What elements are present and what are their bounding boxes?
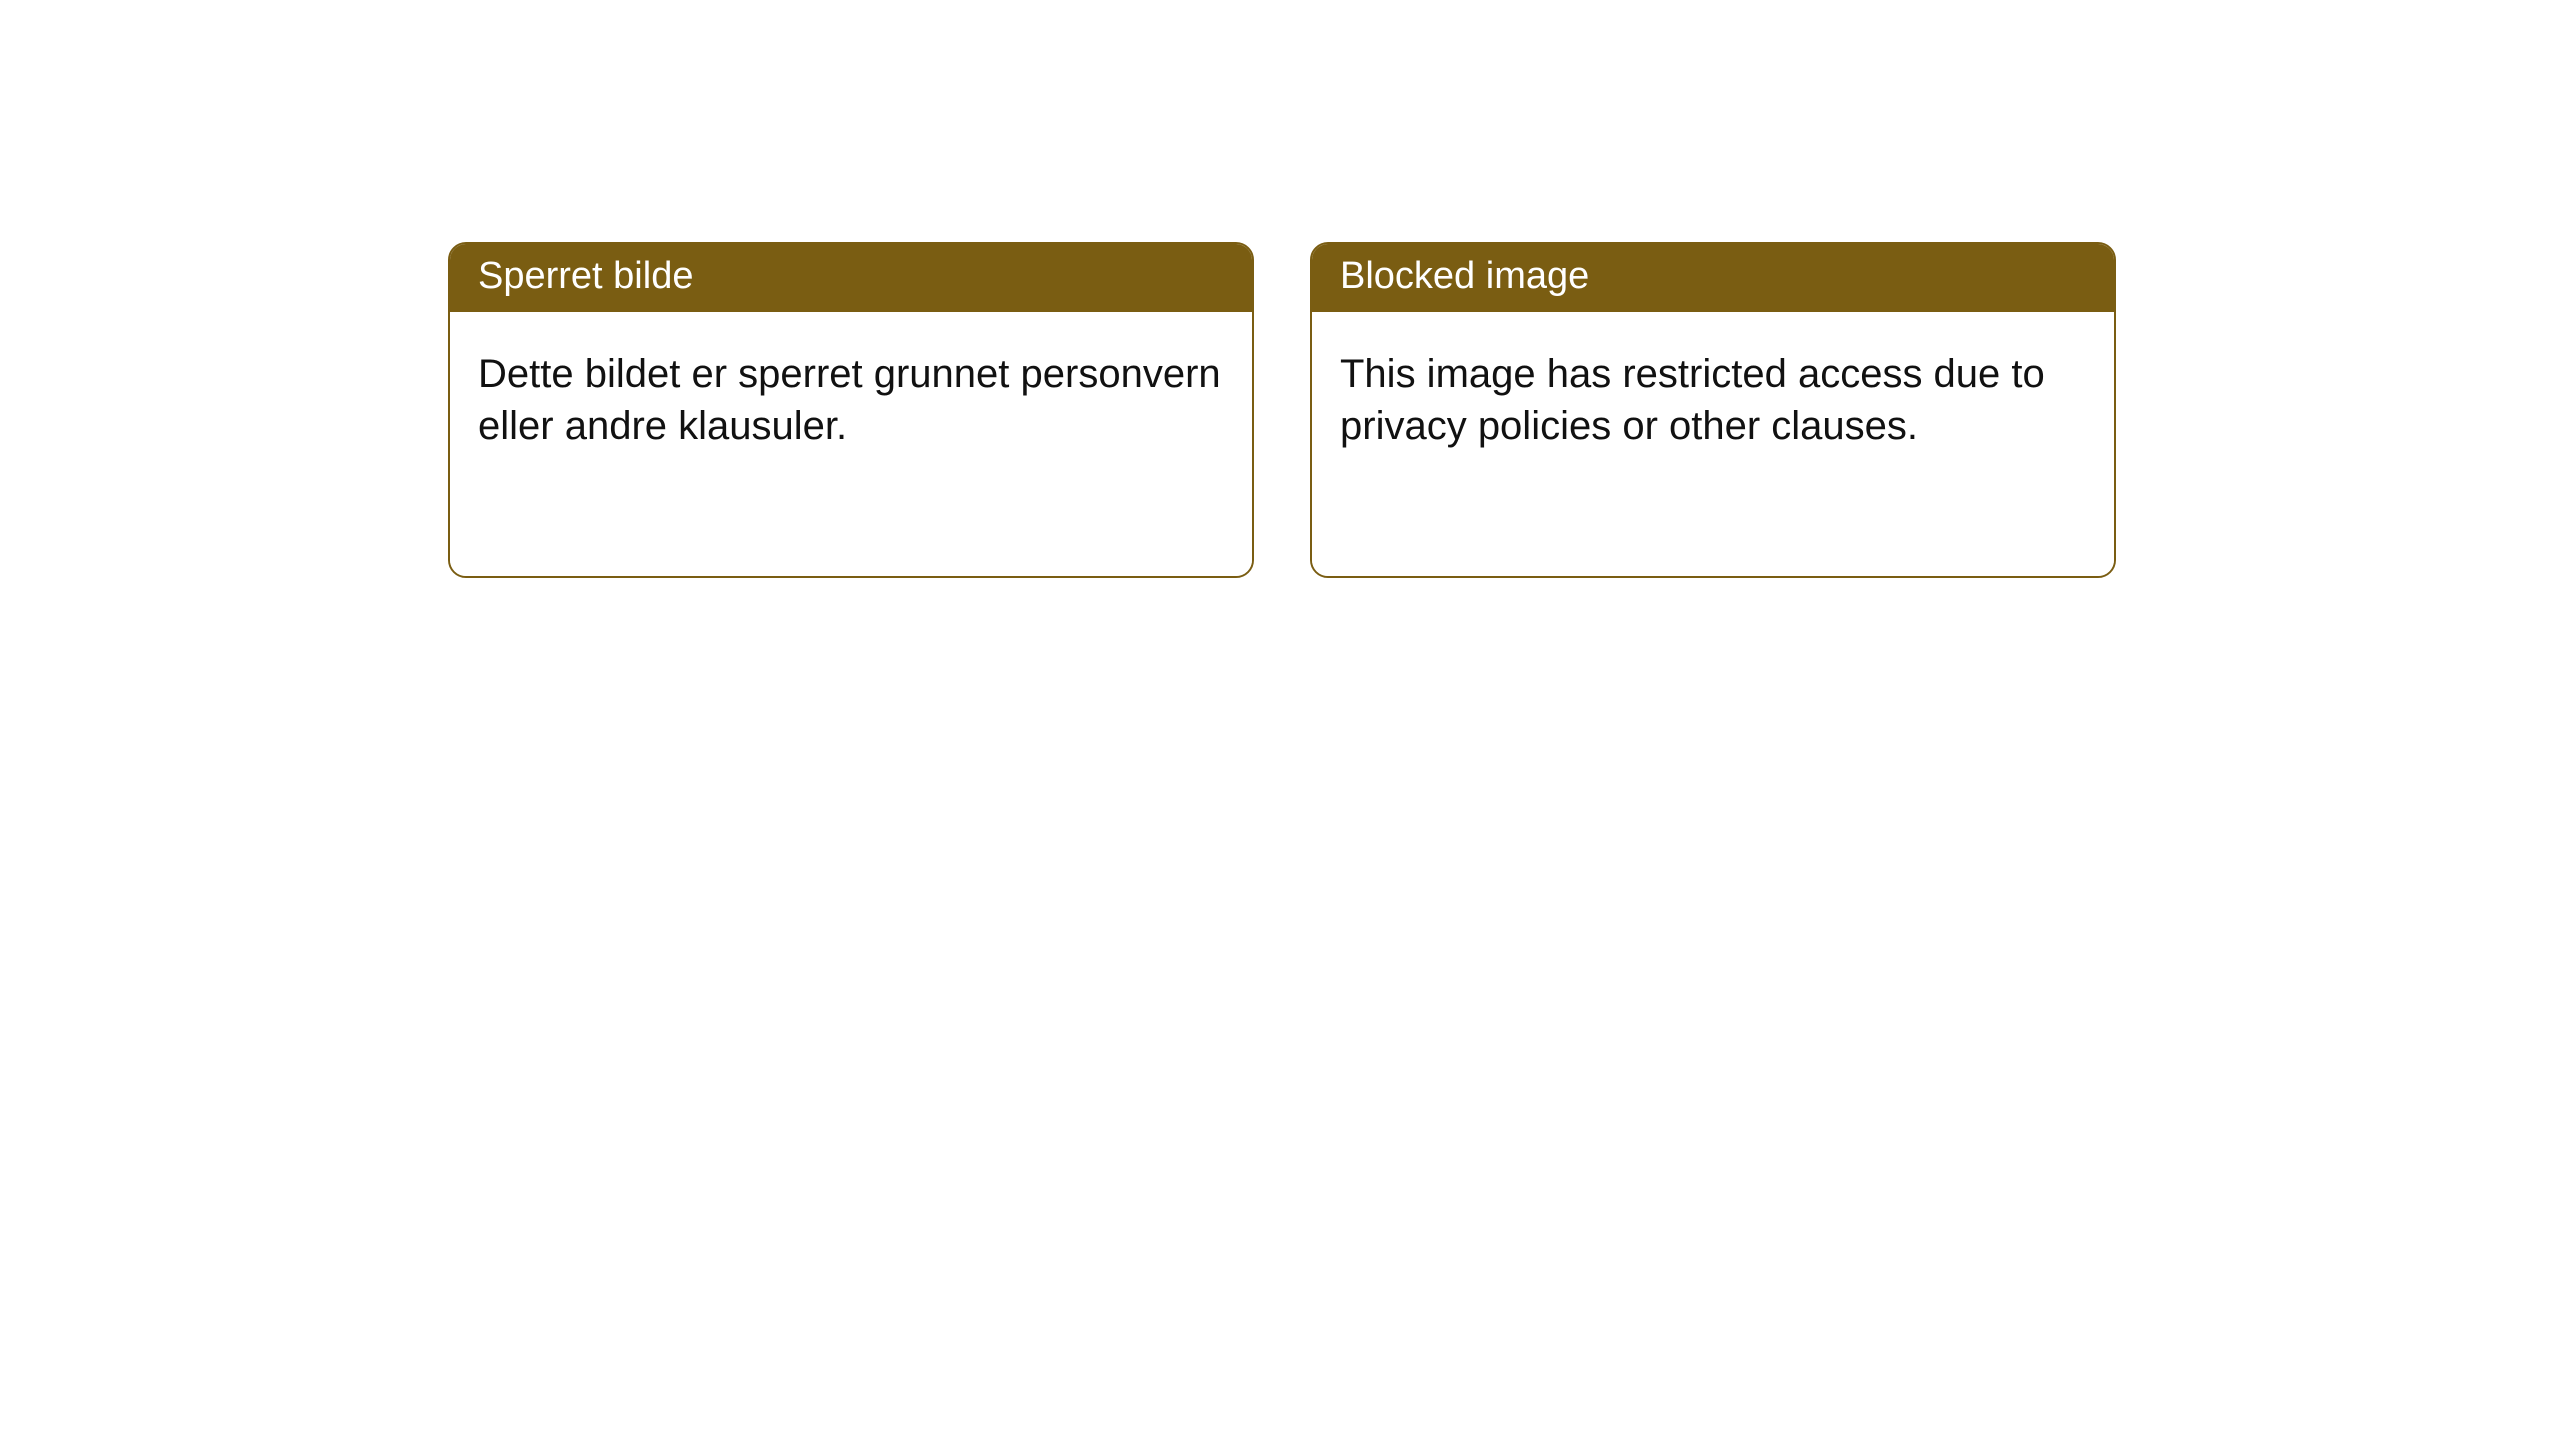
notice-title: Sperret bilde bbox=[450, 244, 1252, 312]
notice-card-english: Blocked image This image has restricted … bbox=[1310, 242, 2116, 578]
notice-card-norwegian: Sperret bilde Dette bildet er sperret gr… bbox=[448, 242, 1254, 578]
notice-body: This image has restricted access due to … bbox=[1312, 312, 2114, 576]
notice-body: Dette bildet er sperret grunnet personve… bbox=[450, 312, 1252, 576]
notice-title: Blocked image bbox=[1312, 244, 2114, 312]
notice-container: Sperret bilde Dette bildet er sperret gr… bbox=[0, 0, 2560, 578]
